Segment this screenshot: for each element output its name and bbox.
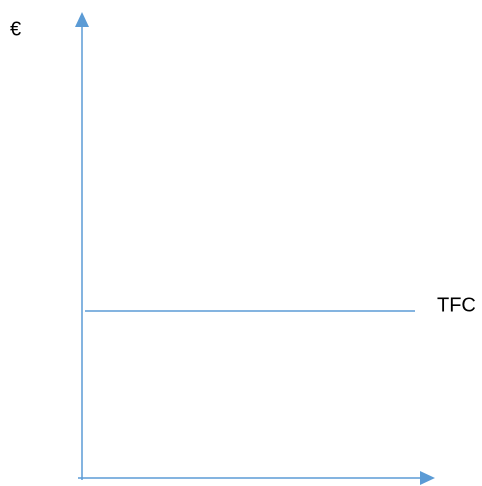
y-axis-label: € [10, 18, 21, 40]
x-axis-arrow [420, 471, 435, 485]
line-label: TFC [437, 294, 476, 316]
y-axis-arrow [75, 12, 89, 27]
